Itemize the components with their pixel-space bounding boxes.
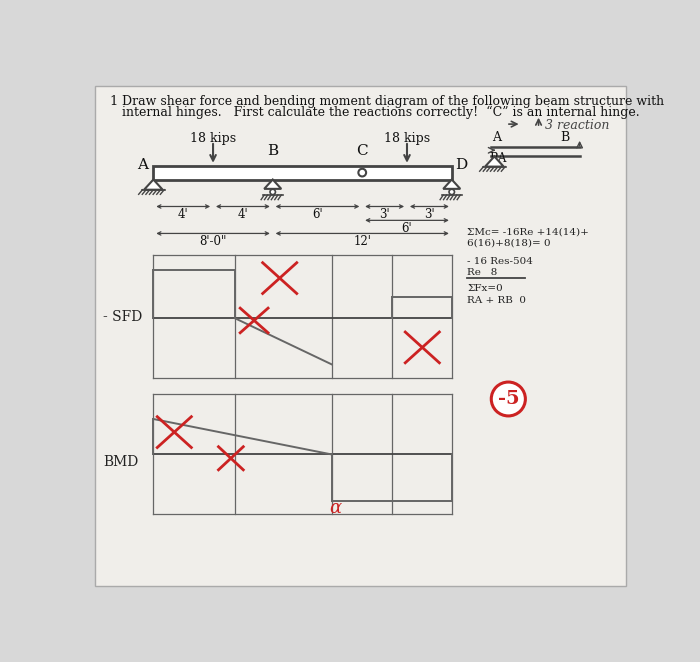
Circle shape bbox=[358, 169, 366, 177]
Text: α: α bbox=[330, 499, 342, 517]
Text: 4': 4' bbox=[237, 208, 248, 221]
Text: A: A bbox=[492, 131, 501, 144]
Polygon shape bbox=[485, 156, 504, 167]
Text: - 16 Res-504: - 16 Res-504 bbox=[468, 257, 533, 265]
Text: A: A bbox=[137, 158, 148, 171]
Text: 6(16)+8(18)= 0: 6(16)+8(18)= 0 bbox=[468, 239, 551, 248]
Text: B: B bbox=[560, 131, 570, 144]
Text: RA: RA bbox=[490, 152, 507, 165]
Text: D: D bbox=[455, 158, 467, 171]
Text: - SFD: - SFD bbox=[103, 310, 142, 324]
Text: B: B bbox=[267, 144, 279, 158]
Text: 6': 6' bbox=[402, 222, 412, 235]
Polygon shape bbox=[264, 179, 281, 189]
Text: BMD: BMD bbox=[103, 455, 139, 469]
Polygon shape bbox=[443, 179, 461, 189]
Circle shape bbox=[449, 189, 454, 195]
Circle shape bbox=[491, 382, 526, 416]
Text: Draw shear force and bending moment diagram of the following beam structure with: Draw shear force and bending moment diag… bbox=[122, 95, 664, 108]
Text: 4': 4' bbox=[178, 208, 188, 221]
Text: 18 kips: 18 kips bbox=[190, 132, 236, 145]
Text: -5: -5 bbox=[498, 390, 519, 408]
Text: 6': 6' bbox=[312, 208, 323, 221]
Text: Re   8: Re 8 bbox=[468, 268, 498, 277]
Text: 18 kips: 18 kips bbox=[384, 132, 430, 145]
Text: 8'-0": 8'-0" bbox=[199, 235, 227, 248]
Text: RA + RB  0: RA + RB 0 bbox=[468, 296, 526, 305]
Text: 3': 3' bbox=[424, 208, 435, 221]
Text: internal hinges.   First calculate the reactions correctly!  “C” is an internal : internal hinges. First calculate the rea… bbox=[122, 106, 639, 119]
Text: 3 reaction: 3 reaction bbox=[545, 119, 609, 132]
Bar bbox=[153, 166, 452, 179]
Text: 12': 12' bbox=[354, 235, 371, 248]
Text: 1: 1 bbox=[109, 95, 118, 108]
Text: ΣFx=0: ΣFx=0 bbox=[468, 284, 503, 293]
Text: 3': 3' bbox=[379, 208, 390, 221]
Polygon shape bbox=[144, 179, 162, 190]
Circle shape bbox=[270, 189, 275, 195]
Text: ΣMc= -16Re +14(14)+: ΣMc= -16Re +14(14)+ bbox=[468, 227, 589, 236]
Text: C: C bbox=[356, 144, 368, 158]
